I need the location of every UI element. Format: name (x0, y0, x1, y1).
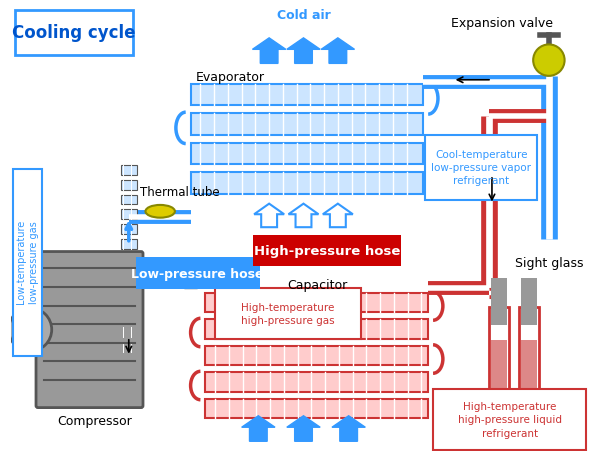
Bar (121, 195, 136, 205)
FancyBboxPatch shape (13, 170, 42, 356)
Bar (121, 254, 136, 264)
Text: Cooling cycle: Cooling cycle (12, 24, 135, 41)
FancyBboxPatch shape (425, 136, 537, 200)
Bar (121, 181, 136, 190)
Text: Low-pressure hose: Low-pressure hose (131, 267, 263, 280)
FancyBboxPatch shape (136, 258, 260, 289)
Polygon shape (253, 39, 286, 64)
Circle shape (20, 320, 40, 339)
Bar (121, 225, 136, 234)
Text: Thermal tube: Thermal tube (140, 186, 219, 199)
Bar (121, 342, 136, 352)
Bar (206, 293, 428, 313)
Bar (191, 85, 423, 106)
Bar (206, 399, 428, 419)
Bar (121, 210, 136, 220)
Bar (121, 268, 136, 278)
Polygon shape (321, 39, 355, 64)
Polygon shape (332, 416, 365, 441)
Bar (206, 346, 428, 366)
Text: Expansion valve: Expansion valve (451, 17, 552, 30)
Text: Cold air: Cold air (277, 10, 330, 22)
Bar (522, 340, 537, 411)
Text: Compressor: Compressor (57, 414, 132, 427)
Bar (489, 408, 508, 415)
Polygon shape (287, 416, 320, 441)
Bar (121, 166, 136, 176)
Bar (522, 278, 537, 325)
FancyBboxPatch shape (215, 288, 361, 339)
Bar (206, 373, 428, 392)
Text: High-temperature
high-pressure liquid
refrigerant: High-temperature high-pressure liquid re… (458, 401, 561, 438)
Bar (121, 342, 136, 352)
Bar (121, 298, 136, 308)
Bar (121, 313, 136, 323)
Text: Sight glass: Sight glass (514, 256, 583, 269)
Polygon shape (241, 416, 275, 441)
Polygon shape (287, 39, 320, 64)
Circle shape (8, 308, 52, 351)
Bar (184, 265, 197, 288)
Bar (191, 143, 423, 165)
Text: Evaporator: Evaporator (195, 71, 265, 84)
Bar (191, 114, 423, 136)
Text: Capacitor: Capacitor (287, 279, 347, 292)
Bar (489, 308, 508, 411)
Bar (191, 172, 423, 194)
Bar (520, 408, 539, 415)
Bar (491, 340, 507, 411)
FancyBboxPatch shape (433, 389, 586, 450)
Bar (206, 319, 428, 339)
Text: Cool-temperature
low-pressure vapor
refrigerant: Cool-temperature low-pressure vapor refr… (431, 150, 531, 186)
Text: High-temperature
high-pressure gas: High-temperature high-pressure gas (241, 302, 334, 325)
FancyBboxPatch shape (36, 252, 143, 408)
Text: Low-temperature
low-pressure gas: Low-temperature low-pressure gas (16, 220, 39, 304)
Ellipse shape (145, 206, 175, 218)
FancyBboxPatch shape (15, 11, 133, 56)
Bar (520, 308, 539, 411)
Bar (121, 283, 136, 293)
Bar (491, 278, 507, 325)
Circle shape (533, 46, 564, 77)
Bar (121, 328, 136, 337)
Bar (121, 239, 136, 249)
Bar (121, 328, 136, 337)
Text: High-pressure hose: High-pressure hose (254, 244, 401, 258)
FancyBboxPatch shape (253, 235, 401, 267)
